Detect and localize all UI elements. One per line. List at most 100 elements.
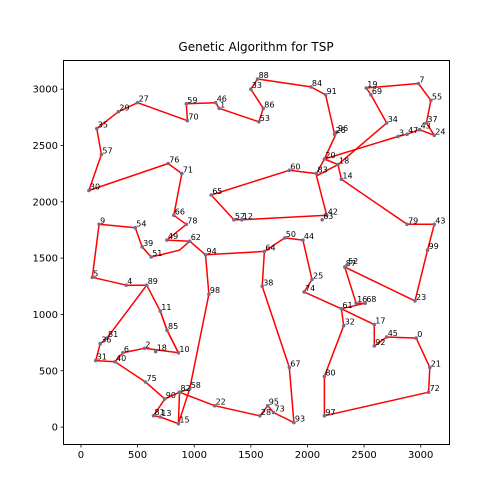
city-label: 31 (97, 353, 107, 362)
city-point (341, 323, 346, 328)
city-point (432, 133, 437, 138)
city-label: 18 (339, 157, 349, 166)
city-label: 7 (419, 76, 424, 85)
city-label: 78 (187, 216, 197, 225)
city-label: 40 (116, 354, 126, 363)
city-point (428, 365, 432, 370)
city-label: 27 (139, 95, 149, 104)
x-axis: 0 500 1000 1500 2000 2500 3000 (78, 444, 433, 461)
city-point (384, 335, 389, 339)
city-point (176, 421, 181, 426)
city-label: 15 (179, 416, 189, 425)
city-point (310, 277, 314, 282)
city-label: 49 (168, 232, 178, 241)
city-label: 59 (187, 96, 197, 105)
city-label: 34 (388, 115, 398, 124)
city-label: 82 (181, 384, 191, 393)
x-tick-label: 0 (78, 450, 84, 461)
city-label: 29 (119, 104, 129, 113)
city-label: 50 (286, 230, 296, 239)
city-point (95, 126, 99, 131)
city-point (142, 346, 147, 351)
city-label: 5 (93, 269, 98, 278)
x-tick-label: 3000 (408, 450, 433, 461)
city-point (153, 349, 158, 354)
city-label: 72 (430, 384, 440, 393)
city-label: 94 (207, 247, 217, 256)
city-label: 20 (325, 151, 335, 160)
city-point (240, 218, 244, 222)
city-label: 43 (435, 216, 445, 225)
city-point (432, 222, 437, 227)
city-point (213, 100, 218, 105)
city-point (262, 249, 267, 254)
city-point (184, 102, 189, 106)
city-point (271, 410, 276, 415)
city-point (339, 307, 344, 311)
city-label: 63 (323, 212, 333, 221)
city-point (413, 299, 417, 303)
city-label: 16 (357, 295, 367, 304)
city-point (144, 283, 149, 288)
city-point (266, 403, 270, 408)
city-label: 73 (275, 405, 285, 414)
city-point (212, 403, 217, 408)
city-point (417, 127, 422, 132)
city-label: 57 (102, 147, 112, 156)
city-label: 52 (348, 257, 358, 266)
route-segment-5 (94, 284, 148, 363)
route-segment-1 (178, 237, 342, 424)
city-point (187, 387, 192, 391)
city-point (135, 100, 140, 105)
city-label: 66 (175, 207, 185, 216)
city-label: 44 (304, 232, 314, 241)
city-point (260, 284, 265, 289)
city-label: 76 (169, 156, 179, 165)
city-label: 68 (366, 295, 376, 304)
city-label: 95 (269, 398, 279, 407)
city-point (99, 152, 104, 157)
y-axis: 0 500 1000 1500 2000 2500 3000 (33, 85, 64, 434)
city-point (149, 255, 153, 259)
city-point (372, 322, 377, 327)
city-point (113, 360, 117, 364)
city-point (87, 188, 91, 193)
city-point (324, 213, 329, 218)
city-label: 81 (108, 330, 118, 339)
city-point (140, 245, 144, 249)
city-point (323, 93, 328, 97)
city-label: 18 (157, 344, 167, 353)
city-point (143, 380, 148, 384)
city-label: 6 (124, 345, 129, 354)
city-point (232, 218, 236, 222)
city-label: 0 (417, 330, 422, 339)
city-label: 22 (216, 398, 226, 407)
city-label: 88 (259, 71, 269, 80)
city-label: 42 (328, 207, 338, 216)
city-point (372, 344, 377, 348)
city-point (343, 265, 347, 269)
city-label: 37 (427, 115, 437, 124)
chart-title: Genetic Algorithm for TSP (178, 40, 333, 54)
city-point (249, 87, 253, 91)
city-point (322, 374, 327, 379)
city-point (429, 98, 433, 103)
city-point (405, 132, 409, 136)
city-point (90, 275, 95, 280)
city-point (309, 85, 313, 89)
city-point (339, 177, 344, 182)
y-tick-label: 3000 (33, 85, 58, 96)
city-label: 89 (148, 277, 158, 286)
city-point (124, 283, 129, 288)
city-point (209, 193, 213, 197)
city-label: 11 (161, 303, 171, 312)
city-point (207, 292, 211, 297)
city-label: 25 (313, 272, 323, 281)
city-point (336, 162, 340, 167)
city-point (396, 134, 400, 139)
city-point (283, 236, 287, 240)
city-point (185, 118, 190, 123)
city-label: 2 (145, 340, 150, 349)
city-point (332, 132, 337, 136)
axes-frame (63, 60, 450, 445)
